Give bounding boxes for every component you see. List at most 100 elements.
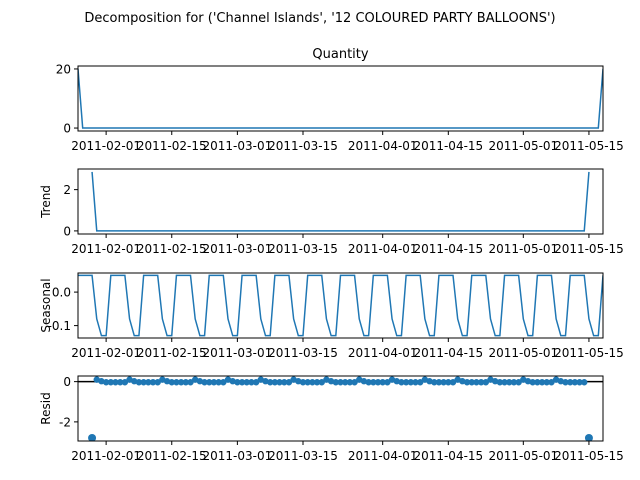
resid-point: [201, 379, 208, 386]
resid-point: [581, 379, 588, 386]
panel-title: Quantity: [312, 47, 368, 62]
resid-point: [506, 379, 513, 386]
x-tick-label: 2011-02-15: [137, 346, 207, 360]
x-tick-label: 2011-04-01: [348, 449, 418, 463]
resid-point: [341, 379, 349, 386]
x-tick-label: 2011-03-01: [203, 346, 273, 360]
resid-point: [402, 379, 410, 386]
resid-point: [182, 379, 190, 386]
x-tick-label: 2011-02-15: [137, 449, 207, 463]
resid-point: [477, 379, 485, 386]
resid-point: [548, 379, 555, 386]
axes-frame: [77, 272, 604, 339]
x-tick-label: 2011-05-15: [554, 449, 624, 463]
panel-1: 0 20 2011-02-012011-02-152011-03-012011-03…: [56, 47, 624, 153]
resid-point: [468, 379, 475, 386]
x-tick-label: 2011-05-15: [554, 346, 624, 360]
series-line: [91, 171, 590, 232]
resid-point: [351, 379, 358, 386]
resid-point: [412, 379, 419, 386]
x-tick-label: 2011-04-01: [348, 346, 418, 360]
y-tick-label: -0.1: [48, 319, 71, 333]
x-tick-label: 2011-03-01: [203, 139, 273, 153]
x-tick-label: 2011-03-01: [203, 449, 273, 463]
plot-area: [91, 171, 590, 232]
resid-outlier-point: [584, 433, 593, 441]
figure-title: Decomposition for ('Channel Islands', '1…: [84, 11, 555, 26]
resid-point: [177, 379, 185, 386]
axes-frame: [77, 375, 604, 442]
resid-point: [313, 379, 321, 386]
x-tick-label: 2011-02-01: [71, 139, 141, 153]
resid-point: [543, 379, 550, 386]
resid-point: [215, 379, 222, 386]
resid-outlier-point: [88, 433, 97, 441]
resid-point: [271, 379, 279, 386]
y-tick-label: -2: [59, 415, 71, 429]
y-axis-label: Seasonal: [39, 278, 53, 332]
resid-point: [416, 379, 424, 386]
plot-area: [78, 274, 603, 337]
resid-point: [534, 379, 541, 386]
resid-point: [529, 379, 536, 386]
y-tick-label: 0: [63, 224, 71, 238]
resid-point: [538, 379, 546, 386]
x-tick-label: 2011-04-01: [348, 139, 418, 153]
resid-point: [337, 379, 344, 386]
resid-point: [510, 379, 518, 386]
resid-point: [435, 379, 443, 386]
resid-point: [220, 379, 227, 386]
resid-point: [566, 379, 574, 386]
panel-4: 0 -2 2011-02-012011-02-152011-03-012011-03…: [39, 375, 624, 463]
x-tick-label: 2011-03-15: [268, 346, 338, 360]
resid-point: [384, 379, 391, 386]
resid-point: [374, 379, 382, 386]
x-tick-label: 2011-05-15: [554, 139, 624, 153]
resid-point: [482, 379, 490, 386]
x-tick-label: 2011-02-01: [71, 242, 141, 256]
resid-point: [154, 379, 161, 386]
x-tick-label: 2011-05-01: [488, 346, 558, 360]
plot-area: [78, 68, 603, 129]
resid-point: [243, 379, 250, 386]
resid-point: [398, 379, 405, 386]
resid-point: [140, 379, 147, 386]
y-axis-label: Trend: [39, 185, 53, 219]
resid-point: [210, 379, 218, 386]
panel-3: 0.0-0.12011-02-012011-02-152011-03-01201…: [39, 272, 624, 360]
resid-point: [440, 379, 447, 386]
resid-point: [370, 379, 377, 386]
resid-point: [234, 379, 241, 386]
resid-point: [365, 379, 372, 386]
resid-point: [276, 379, 283, 386]
resid-point: [449, 379, 457, 386]
resid-point: [252, 379, 260, 386]
y-tick-label: 2: [63, 183, 71, 197]
resid-point: [496, 379, 504, 386]
x-tick-label: 2011-04-15: [413, 449, 483, 463]
resid-point: [116, 379, 124, 386]
resid-point: [281, 379, 288, 386]
resid-point: [135, 379, 143, 386]
resid-point: [501, 379, 508, 386]
resid-point: [445, 379, 452, 386]
resid-point: [299, 379, 307, 386]
x-tick-label: 2011-03-15: [268, 242, 338, 256]
plot-area: [78, 376, 603, 441]
x-tick-label: 2011-02-15: [137, 139, 207, 153]
resid-point: [206, 379, 213, 386]
resid-point: [318, 379, 325, 386]
y-tick-label: 0: [63, 122, 71, 136]
x-tick-label: 2011-05-01: [488, 449, 558, 463]
resid-point: [463, 379, 471, 386]
resid-point: [121, 379, 129, 386]
y-tick-label: 0.0: [52, 286, 71, 300]
x-tick-label: 2011-05-01: [488, 242, 558, 256]
resid-point: [515, 379, 522, 386]
resid-point: [149, 379, 157, 386]
resid-point: [571, 379, 579, 386]
seasonal-line: [78, 274, 603, 337]
x-tick-label: 2011-05-01: [488, 139, 558, 153]
x-tick-label: 2011-04-15: [413, 346, 483, 360]
resid-point: [266, 379, 274, 386]
